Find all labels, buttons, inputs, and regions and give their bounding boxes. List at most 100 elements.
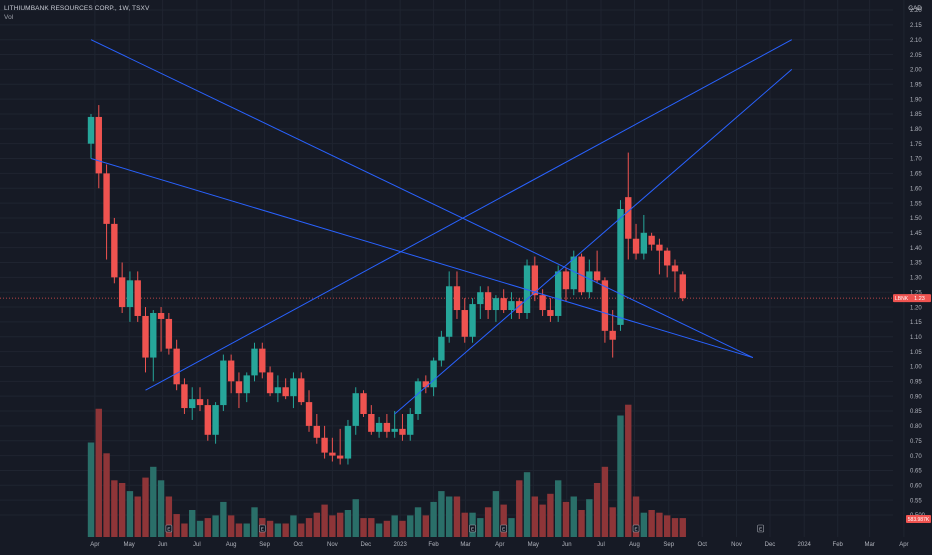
earnings-marker: E — [632, 524, 640, 533]
candle — [352, 387, 359, 435]
candle-body — [212, 405, 219, 435]
candle-body — [445, 286, 453, 337]
candle — [298, 372, 305, 406]
candle-body — [492, 298, 500, 311]
candle — [609, 310, 616, 358]
candle-body — [617, 209, 624, 325]
candle-body — [196, 399, 204, 406]
trendline — [90, 158, 753, 359]
candle-body — [477, 292, 484, 305]
candle — [648, 232, 655, 251]
candle-body — [134, 280, 141, 316]
candle-body — [368, 414, 375, 432]
symbol-line[interactable]: LITHIUMBANK RESOURCES CORP., 1W, TSXV — [4, 5, 150, 12]
candle-body — [305, 402, 313, 426]
volume-bar — [422, 515, 430, 537]
candle-body — [181, 384, 188, 409]
price-tick-label: 0.55 — [910, 498, 922, 504]
candle — [664, 247, 671, 278]
candle-body — [336, 455, 344, 459]
volume-indicator-label[interactable]: Vol — [4, 14, 14, 21]
candle — [500, 289, 507, 313]
volume-bar — [625, 404, 632, 537]
price-tick-label: 1.45 — [910, 231, 922, 237]
candle — [422, 375, 430, 394]
volume-bar — [189, 510, 196, 537]
price-tick-label: 1.75 — [910, 142, 922, 148]
time-tick-label: Mar — [864, 542, 874, 548]
price-tag-symbol-bg — [893, 294, 910, 303]
time-tick-label: Dec — [765, 542, 776, 548]
trendlines[interactable] — [90, 39, 793, 415]
volume-bar — [274, 523, 282, 537]
earnings-marker: E — [469, 524, 476, 533]
candle — [445, 271, 453, 343]
volume-bar — [282, 523, 289, 537]
price-tick-label: 1.65 — [910, 172, 922, 178]
candle — [227, 354, 235, 394]
volume-bar — [368, 518, 375, 537]
time-tick-label: Dec — [361, 542, 372, 548]
volume-bar — [679, 518, 686, 537]
candle — [189, 387, 196, 420]
price-tick-label: 2.00 — [910, 68, 922, 74]
volume-bar — [438, 491, 445, 537]
price-tick-label: 1.55 — [910, 201, 922, 207]
earnings-marker-box — [469, 524, 476, 533]
volume-bar — [399, 520, 406, 537]
price-tick-label: 0.95 — [910, 380, 922, 386]
volume-bar — [609, 507, 616, 537]
time-tick-label: 2024 — [798, 542, 812, 548]
volume-bar — [383, 520, 391, 537]
candle-body — [648, 235, 655, 245]
candlesticks — [87, 105, 686, 465]
volume-bar — [617, 415, 624, 537]
volume-bar — [212, 515, 219, 537]
earnings-marker: E — [500, 524, 507, 533]
volume-bar — [632, 496, 640, 537]
candle — [266, 366, 274, 397]
earnings-marker-box — [500, 524, 507, 533]
candle-body — [430, 360, 437, 388]
candle — [87, 113, 95, 159]
candle — [259, 342, 266, 379]
axis-tags: LBNK 1.23 583.987K — [893, 294, 931, 523]
candle-body — [243, 375, 250, 394]
candle-body — [251, 348, 258, 376]
currency-label[interactable]: CAD — [908, 5, 922, 12]
candle-body — [453, 286, 461, 311]
price-tick-label: 1.10 — [910, 335, 922, 341]
candle — [118, 262, 126, 313]
volume-bar — [142, 477, 149, 537]
candle — [212, 402, 219, 444]
candle — [103, 164, 110, 260]
price-tick-label: 2.15 — [910, 23, 922, 29]
volume-bar — [157, 480, 165, 537]
price-axis[interactable]: 2.20 2.15 2.10 2.05 2.00 1.95 1.90 1.85 1.80 1.75… — [910, 8, 926, 519]
earnings-marker-box — [632, 524, 640, 533]
candle-body — [391, 428, 398, 432]
time-axis[interactable]: Apr May Jun Jul Aug Sep Oct Nov Dec 2023 Feb Mar Apr… — [90, 542, 908, 548]
candle — [484, 286, 492, 319]
earnings-marker-label: E — [759, 527, 762, 532]
candle — [617, 200, 624, 331]
candle-body — [165, 318, 173, 349]
candle-body — [671, 265, 679, 272]
time-tick-label: Apr — [495, 542, 504, 548]
candle — [220, 354, 227, 412]
candle — [625, 152, 632, 260]
volume-bar — [196, 520, 204, 537]
earnings-marker: E — [259, 524, 266, 533]
volume-bar — [562, 501, 570, 537]
candle-body — [150, 313, 157, 358]
volume-bar — [313, 512, 320, 537]
candle-body — [375, 422, 383, 432]
volume-bar — [578, 510, 585, 537]
volume-bar — [531, 496, 539, 537]
symbol-header[interactable]: LITHIUMBANK RESOURCES CORP., 1W, TSXV Vo… — [4, 4, 149, 22]
candle — [344, 419, 352, 465]
candle — [469, 298, 476, 343]
